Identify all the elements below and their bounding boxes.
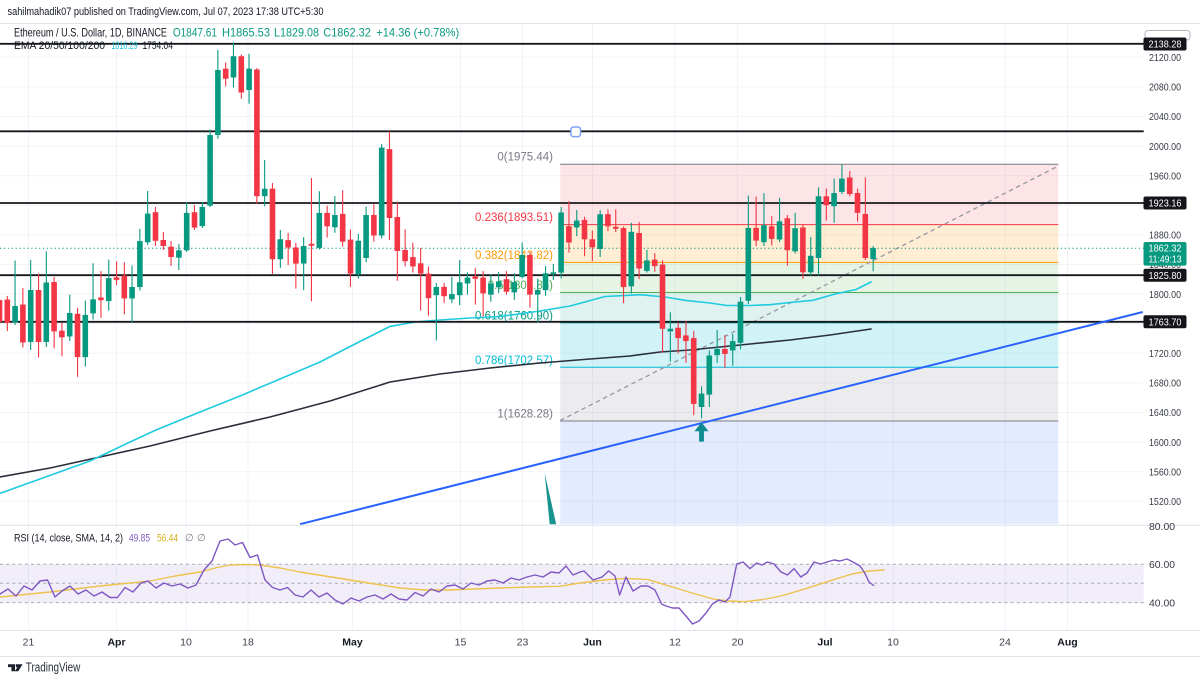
svg-text:2138.28: 2138.28	[1149, 39, 1182, 51]
svg-text:1680.00: 1680.00	[1149, 378, 1181, 390]
svg-text:11:49:13: 11:49:13	[1149, 254, 1182, 266]
svg-text:0.618(1760.90): 0.618(1760.90)	[475, 310, 553, 322]
svg-text:12: 12	[669, 637, 681, 649]
svg-text:1923.16: 1923.16	[1149, 198, 1182, 210]
svg-text:1(1628.28): 1(1628.28)	[497, 409, 553, 421]
svg-text:EMA 20/50/100/200: EMA 20/50/100/200	[14, 40, 105, 52]
svg-text:H1865.53: H1865.53	[222, 26, 270, 40]
svg-text:Ethereum / U.S. Dollar, 1D, BI: Ethereum / U.S. Dollar, 1D, BINANCE	[14, 26, 167, 40]
svg-text:0.382(1842.82): 0.382(1842.82)	[475, 250, 553, 262]
svg-text:1600.00: 1600.00	[1149, 437, 1181, 449]
svg-text:1720.00: 1720.00	[1149, 348, 1181, 360]
svg-text:1800.00: 1800.00	[1149, 289, 1181, 301]
svg-text:1640.00: 1640.00	[1149, 407, 1181, 419]
svg-text:40.00: 40.00	[1149, 597, 1175, 609]
svg-text:15: 15	[455, 637, 467, 649]
svg-text:2000.00: 2000.00	[1149, 141, 1181, 153]
svg-text:Apr: Apr	[107, 637, 125, 649]
svg-text:1825.80: 1825.80	[1149, 270, 1182, 282]
svg-text:1560.00: 1560.00	[1149, 466, 1181, 478]
svg-text:1862.32: 1862.32	[1149, 243, 1182, 255]
svg-text:80.00: 80.00	[1149, 521, 1175, 533]
svg-text:21: 21	[23, 637, 35, 649]
svg-text:sahilmahadik07 published on Tr: sahilmahadik07 published on TradingView.…	[8, 6, 324, 18]
svg-text:20: 20	[732, 637, 744, 649]
svg-text:L1829.08: L1829.08	[274, 26, 319, 40]
svg-text:10: 10	[887, 637, 899, 649]
svg-text:56.44: 56.44	[157, 532, 178, 544]
svg-text:1754.04: 1754.04	[143, 40, 173, 52]
svg-text:1816.29: 1816.29	[111, 40, 137, 52]
svg-text:Jun: Jun	[583, 637, 602, 649]
svg-text:2120.00: 2120.00	[1149, 52, 1181, 64]
svg-text:0(1975.44): 0(1975.44)	[497, 152, 553, 164]
svg-text:+14.36 (+0.78%): +14.36 (+0.78%)	[376, 26, 459, 40]
svg-text:18: 18	[242, 637, 254, 649]
svg-text:2080.00: 2080.00	[1149, 82, 1181, 94]
svg-text:1763.70: 1763.70	[1149, 316, 1182, 328]
svg-text:0.236(1893.51): 0.236(1893.51)	[475, 212, 553, 224]
svg-text:1880.00: 1880.00	[1149, 230, 1181, 242]
svg-text:TradingView: TradingView	[26, 660, 81, 674]
svg-text:C1862.32: C1862.32	[323, 26, 371, 40]
svg-text:1960.00: 1960.00	[1149, 170, 1181, 182]
svg-text:Aug: Aug	[1057, 637, 1077, 649]
svg-text:49.85: 49.85	[129, 532, 150, 544]
svg-text:Jul: Jul	[817, 637, 832, 649]
svg-text:May: May	[342, 637, 363, 649]
svg-text:24: 24	[999, 637, 1011, 649]
svg-text:∅: ∅	[185, 533, 194, 544]
svg-text:60.00: 60.00	[1149, 559, 1175, 571]
svg-text:23: 23	[517, 637, 529, 649]
svg-text:∅: ∅	[197, 533, 206, 544]
svg-text:1520.00: 1520.00	[1149, 496, 1181, 508]
svg-text:RSI (14, close, SMA, 14, 2): RSI (14, close, SMA, 14, 2)	[14, 532, 123, 544]
svg-text:10: 10	[180, 637, 192, 649]
svg-text:2040.00: 2040.00	[1149, 111, 1181, 123]
svg-text:O1847.61: O1847.61	[173, 26, 217, 40]
